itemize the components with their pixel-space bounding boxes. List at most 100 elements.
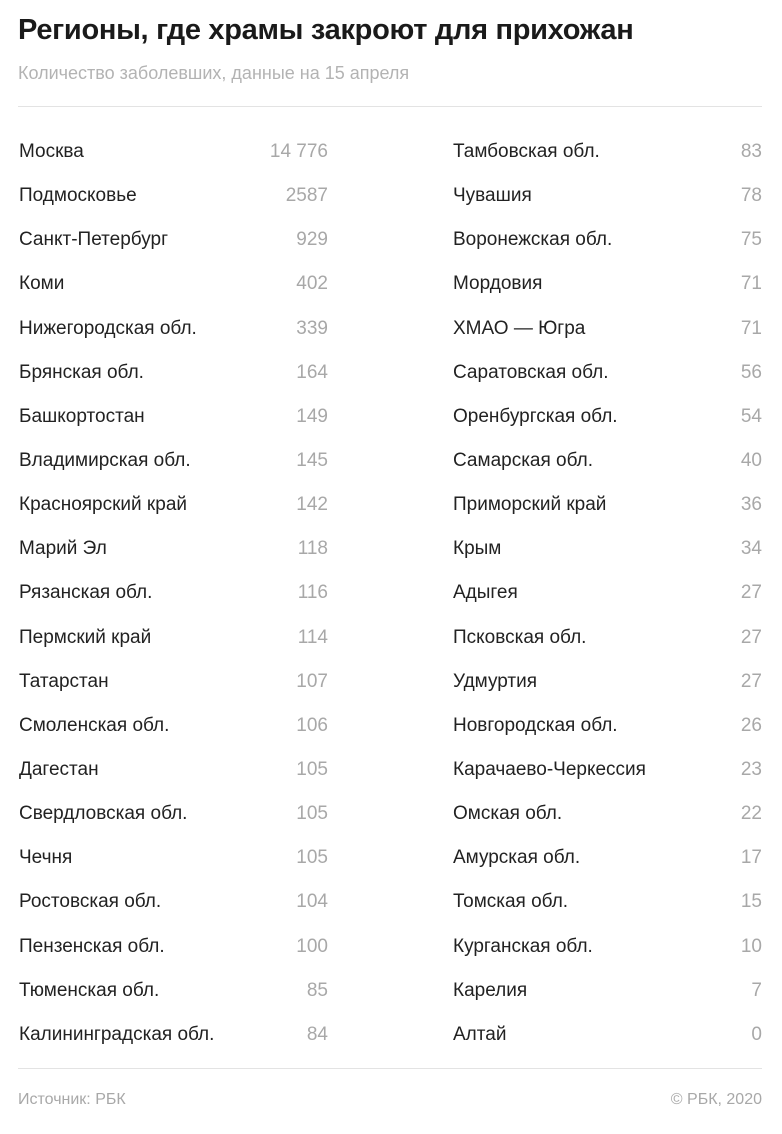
table-row: Саратовская обл. 56 [453, 351, 762, 395]
region-name: Самарская обл. [453, 450, 594, 472]
region-name: Чечня [19, 847, 73, 869]
table-row: Оренбургская обл. 54 [453, 395, 762, 439]
table-row: Карелия 7 [453, 969, 762, 1013]
table-row: Омская обл. 22 [453, 792, 762, 836]
case-count: 34 [740, 538, 762, 560]
table-row: Новгородская обл. 26 [453, 704, 762, 748]
case-count: 149 [296, 405, 328, 427]
case-count: 75 [740, 229, 762, 251]
case-count: 145 [296, 450, 328, 472]
table-row: Алтай 0 [453, 1013, 762, 1057]
table-row: Чувашия 78 [453, 174, 762, 218]
table-column-left: Москва 14 776 Подмосковье 2587 Санкт-Петербу… [19, 130, 328, 1057]
table-row: Ростовская обл. 104 [19, 880, 328, 924]
case-count: 56 [740, 361, 762, 383]
region-name: Пермский край [19, 626, 152, 648]
case-count: 339 [296, 317, 328, 339]
case-count: 22 [740, 803, 762, 825]
table-row: Марий Эл 118 [19, 527, 328, 571]
copyright: © РБК, 2020 [670, 1091, 762, 1108]
region-name: Подмосковье [19, 185, 137, 207]
case-count: 107 [296, 670, 328, 692]
case-count: 164 [296, 361, 328, 383]
case-count: 10 [740, 935, 762, 957]
region-name: Удмуртия [453, 670, 537, 692]
case-count: 100 [296, 935, 328, 957]
case-count: 14 776 [269, 141, 328, 163]
case-count: 105 [296, 847, 328, 869]
table-row: Тамбовская обл. 83 [453, 130, 762, 174]
case-count: 71 [740, 273, 762, 295]
table-row: Нижегородская обл. 339 [19, 307, 328, 351]
table-row: Удмуртия 27 [453, 660, 762, 704]
region-name: Татарстан [19, 670, 109, 692]
table-row: Тюменская обл. 85 [19, 969, 328, 1013]
case-count: 118 [297, 538, 328, 560]
case-count: 0 [751, 1023, 762, 1045]
region-name: Владимирская обл. [19, 450, 191, 472]
chart-subtitle: Количество заболевших, данные на 15 апре… [18, 63, 410, 83]
case-count: 106 [296, 714, 328, 736]
chart-title: Регионы, где храмы закроют для прихожан [18, 14, 634, 46]
table-row: Приморский край 36 [453, 483, 762, 527]
case-count: 104 [296, 891, 328, 913]
region-name: Чувашия [453, 185, 532, 207]
table-row: Дагестан 105 [19, 748, 328, 792]
table-row: Красноярский край 142 [19, 483, 328, 527]
table-row: Курганская обл. 10 [453, 925, 762, 969]
region-name: Приморский край [453, 494, 607, 516]
region-name: Красноярский край [19, 494, 187, 516]
table-row: Смоленская обл. 106 [19, 704, 328, 748]
case-count: 105 [296, 759, 328, 781]
region-name: Брянская обл. [19, 361, 144, 383]
region-name: Коми [19, 273, 65, 295]
region-name: Рязанская обл. [19, 582, 153, 604]
table-row: Брянская обл. 164 [19, 351, 328, 395]
table-row: Чечня 105 [19, 836, 328, 880]
region-name: Курганская обл. [453, 935, 593, 957]
region-name: Омская обл. [453, 803, 563, 825]
case-count: 27 [740, 582, 762, 604]
region-name: Томская обл. [453, 891, 569, 913]
table-row: Псковская обл. 27 [453, 616, 762, 660]
case-count: 7 [751, 979, 762, 1001]
case-count: 26 [740, 714, 762, 736]
region-name: Смоленская обл. [19, 714, 170, 736]
table-row: Калининградская обл. 84 [19, 1013, 328, 1057]
table-row: ХМАО — Югра 71 [453, 307, 762, 351]
table-row: Амурская обл. 17 [453, 836, 762, 880]
table-column-right: Тамбовская обл. 83 Чувашия 78 Воронежская об… [453, 130, 762, 1057]
case-count: 54 [740, 405, 762, 427]
header-divider [18, 106, 762, 107]
region-name: Пензенская обл. [19, 935, 165, 957]
table-row: Москва 14 776 [19, 130, 328, 174]
table-row: Подмосковье 2587 [19, 174, 328, 218]
case-count: 36 [740, 494, 762, 516]
table-row: Воронежская обл. 75 [453, 218, 762, 262]
case-count: 40 [740, 450, 762, 472]
table-row: Карачаево-Черкессия 23 [453, 748, 762, 792]
region-name: Карачаево-Черкессия [453, 759, 646, 781]
footer-divider [18, 1068, 762, 1069]
region-name: Свердловская обл. [19, 803, 188, 825]
case-count: 23 [740, 759, 762, 781]
region-name: Карелия [453, 979, 528, 1001]
case-count: 83 [740, 141, 762, 163]
region-name: Санкт-Петербург [19, 229, 169, 251]
table-row: Владимирская обл. 145 [19, 439, 328, 483]
region-name: Тюменская обл. [19, 979, 160, 1001]
case-count: 105 [296, 803, 328, 825]
case-count: 27 [740, 626, 762, 648]
region-name: Воронежская обл. [453, 229, 613, 251]
case-count: 116 [297, 582, 328, 604]
case-count: 84 [306, 1023, 328, 1045]
case-count: 2587 [285, 185, 328, 207]
table-row: Мордовия 71 [453, 262, 762, 306]
region-name: Оренбургская обл. [453, 405, 618, 427]
case-count: 85 [306, 979, 328, 1001]
table-row: Коми 402 [19, 262, 328, 306]
table-row: Пензенская обл. 100 [19, 925, 328, 969]
table-row: Санкт-Петербург 929 [19, 218, 328, 262]
case-count: 17 [740, 847, 762, 869]
region-name: ХМАО — Югра [453, 317, 586, 339]
